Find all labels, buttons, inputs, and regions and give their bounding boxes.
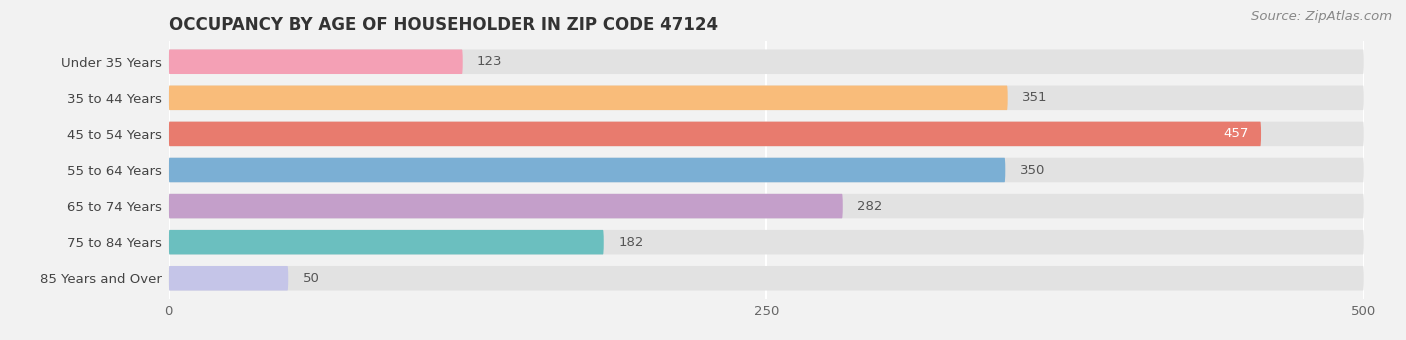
FancyBboxPatch shape — [169, 122, 1261, 146]
Text: 282: 282 — [858, 200, 883, 212]
FancyBboxPatch shape — [169, 49, 463, 74]
FancyBboxPatch shape — [169, 230, 603, 254]
Text: 182: 182 — [619, 236, 644, 249]
FancyBboxPatch shape — [169, 86, 1364, 110]
Text: 123: 123 — [477, 55, 502, 68]
Text: Source: ZipAtlas.com: Source: ZipAtlas.com — [1251, 10, 1392, 23]
FancyBboxPatch shape — [169, 158, 1364, 182]
FancyBboxPatch shape — [169, 230, 1364, 254]
FancyBboxPatch shape — [169, 266, 288, 291]
FancyBboxPatch shape — [169, 122, 1364, 146]
Text: 457: 457 — [1223, 128, 1249, 140]
Text: 351: 351 — [1022, 91, 1047, 104]
FancyBboxPatch shape — [169, 266, 1364, 291]
FancyBboxPatch shape — [169, 158, 1005, 182]
FancyBboxPatch shape — [169, 49, 1364, 74]
Text: 350: 350 — [1019, 164, 1045, 176]
FancyBboxPatch shape — [169, 194, 842, 218]
FancyBboxPatch shape — [169, 86, 1008, 110]
FancyBboxPatch shape — [169, 194, 1364, 218]
Text: OCCUPANCY BY AGE OF HOUSEHOLDER IN ZIP CODE 47124: OCCUPANCY BY AGE OF HOUSEHOLDER IN ZIP C… — [169, 16, 718, 34]
Text: 50: 50 — [302, 272, 319, 285]
